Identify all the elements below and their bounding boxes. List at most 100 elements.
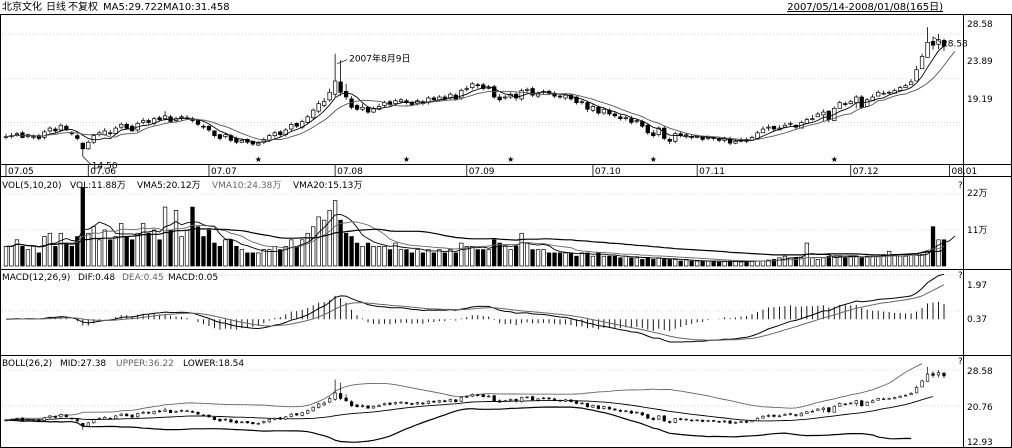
boll-candle	[651, 417, 655, 420]
volume-bar	[464, 246, 469, 267]
volume-bar	[113, 236, 118, 267]
boll-candle	[695, 419, 699, 422]
boll-candle	[914, 387, 919, 394]
volume-bar	[755, 260, 760, 267]
volume-bar	[25, 249, 31, 267]
price-markers: 14.50 28.58 2007年8月9日	[82, 36, 968, 171]
boll-candle	[904, 394, 908, 397]
boll-candle	[569, 399, 573, 402]
x-label-2: 07.07	[211, 167, 237, 177]
volume-bar	[91, 226, 96, 267]
volume-bar	[256, 252, 261, 267]
settings-question-icon-2[interactable]: ?	[958, 357, 963, 367]
volume-bar	[673, 259, 678, 267]
boll-candle	[794, 414, 798, 416]
volume-bar	[431, 252, 437, 267]
boll-candle	[673, 418, 677, 423]
boll-candle	[256, 422, 260, 425]
volume-bar	[596, 252, 601, 267]
boll-candle	[783, 414, 787, 416]
volume-bar	[903, 255, 908, 267]
price-candle	[645, 124, 650, 134]
boll-candle	[371, 405, 376, 409]
boll-candle	[684, 418, 688, 421]
x-label-4: 07.09	[469, 167, 495, 177]
volume-bar	[524, 242, 530, 267]
boll-candle	[229, 419, 233, 423]
low-marker-line	[82, 156, 92, 165]
boll-candle	[119, 413, 123, 416]
volume-bar	[119, 223, 124, 267]
boll-legend-lower: LOWER:18.54	[183, 359, 244, 369]
price-candle	[332, 80, 338, 95]
price-candle	[102, 130, 107, 136]
volume-bar	[470, 246, 475, 267]
price-tick-mid: 23.89	[967, 57, 993, 67]
event-star-icon[interactable]: ★	[507, 155, 514, 164]
settings-question-icon-1[interactable]: ?	[958, 271, 963, 281]
volume-bar	[201, 236, 206, 267]
boll-candle	[432, 400, 436, 403]
volume-bar	[629, 257, 634, 267]
boll-candle	[871, 400, 875, 403]
note-marker-line	[336, 59, 348, 65]
price-candle	[908, 81, 914, 86]
boll-candle	[130, 414, 134, 418]
event-star-icon[interactable]: ★	[831, 155, 838, 164]
volume-bar	[914, 254, 919, 267]
volume-bar	[546, 252, 552, 267]
boll-tick-low: 12.93	[967, 438, 993, 448]
volume-bar	[716, 261, 722, 267]
boll-candle	[898, 395, 902, 398]
volume-bar	[530, 249, 535, 267]
volume-bar	[343, 232, 349, 267]
boll-candle	[262, 421, 266, 424]
dea-line	[6, 284, 945, 341]
volume-bar	[738, 261, 744, 267]
boll-mid-line	[5, 396, 934, 422]
settings-question-icon-0[interactable]: ?	[958, 181, 963, 191]
volume-bar	[782, 255, 788, 267]
ma5-label: MA5:29.722	[103, 2, 163, 13]
volume-bar	[300, 239, 305, 267]
event-star-icon[interactable]: ★	[255, 155, 262, 164]
price-candle	[656, 127, 661, 136]
price-candle	[75, 135, 80, 139]
boll-candle	[223, 418, 228, 421]
low-marker-label: 14.50	[92, 161, 118, 171]
volume-bar	[322, 219, 327, 267]
volume-bar	[217, 246, 223, 267]
boll-candle	[92, 419, 96, 424]
ma10-label: MA10:31.458	[163, 2, 230, 13]
volume-bar	[448, 249, 453, 267]
volume-panel	[2, 187, 963, 267]
boll-candle	[514, 399, 518, 402]
boll-candle	[240, 421, 244, 424]
boll-candle	[415, 402, 420, 405]
boll-candle	[81, 422, 85, 427]
price-candle	[316, 103, 321, 112]
boll-candle	[328, 398, 332, 403]
boll-candle	[788, 413, 793, 415]
volume-bar	[667, 259, 672, 267]
volume-bar	[184, 229, 190, 267]
boll-candle	[48, 415, 52, 418]
volume-bar	[404, 249, 409, 267]
note-marker-label: 2007年8月9日	[349, 53, 410, 65]
volume-bar	[563, 252, 568, 267]
price-candle	[217, 134, 223, 139]
boll-candle	[805, 411, 809, 414]
volume-bar	[102, 229, 107, 267]
macd-tick-high: 1.97	[967, 281, 987, 291]
boll-candle	[42, 417, 46, 421]
boll-candle	[552, 398, 557, 401]
event-star-icon[interactable]: ★	[650, 155, 657, 164]
price-candle	[865, 99, 870, 107]
price-candle	[634, 120, 639, 122]
event-star-icon[interactable]: ★	[403, 155, 410, 164]
vol-legend-vma10: VMA10:24.38万	[212, 181, 281, 191]
volume-bar	[870, 255, 875, 267]
boll-candle	[190, 411, 195, 413]
period-label: 日线	[46, 0, 66, 13]
boll-candle	[920, 380, 924, 388]
